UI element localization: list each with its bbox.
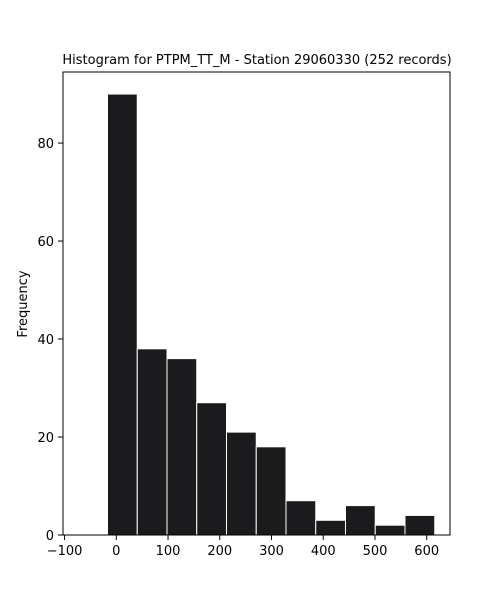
chart-title: Histogram for PTPM_TT_M - Station 290603… — [62, 53, 451, 68]
histogram-bar — [316, 520, 346, 535]
y-tick-label: 60 — [37, 235, 54, 250]
histogram-bar — [137, 349, 167, 535]
x-tick-label: 0 — [112, 544, 120, 559]
histogram-bar — [107, 94, 137, 535]
y-tick-label: 80 — [37, 137, 54, 152]
y-axis-label: Frequency — [16, 270, 31, 337]
x-tick-label: 200 — [207, 544, 232, 559]
histogram-bar — [167, 359, 197, 535]
histogram-bar — [226, 432, 256, 535]
histogram-bar — [375, 525, 405, 535]
histogram-bar — [345, 506, 375, 535]
histogram-bar — [286, 501, 316, 535]
histogram-bar — [197, 403, 227, 535]
y-tick-label: 0 — [46, 529, 54, 544]
x-tick-label: 400 — [311, 544, 336, 559]
y-tick-label: 20 — [37, 431, 54, 446]
x-tick-label: 600 — [414, 544, 439, 559]
x-tick-label: −100 — [47, 544, 83, 559]
bars-group — [107, 94, 434, 535]
x-axis: −100 0 100 200 300 400 500 600 — [47, 535, 439, 559]
y-tick-label: 40 — [37, 333, 54, 348]
x-tick-label: 500 — [363, 544, 388, 559]
y-axis: 0 20 40 60 80 — [37, 137, 63, 544]
x-tick-label: 100 — [156, 544, 181, 559]
x-tick-label: 300 — [259, 544, 284, 559]
histogram-bar — [256, 447, 286, 535]
histogram-bar — [405, 515, 435, 535]
